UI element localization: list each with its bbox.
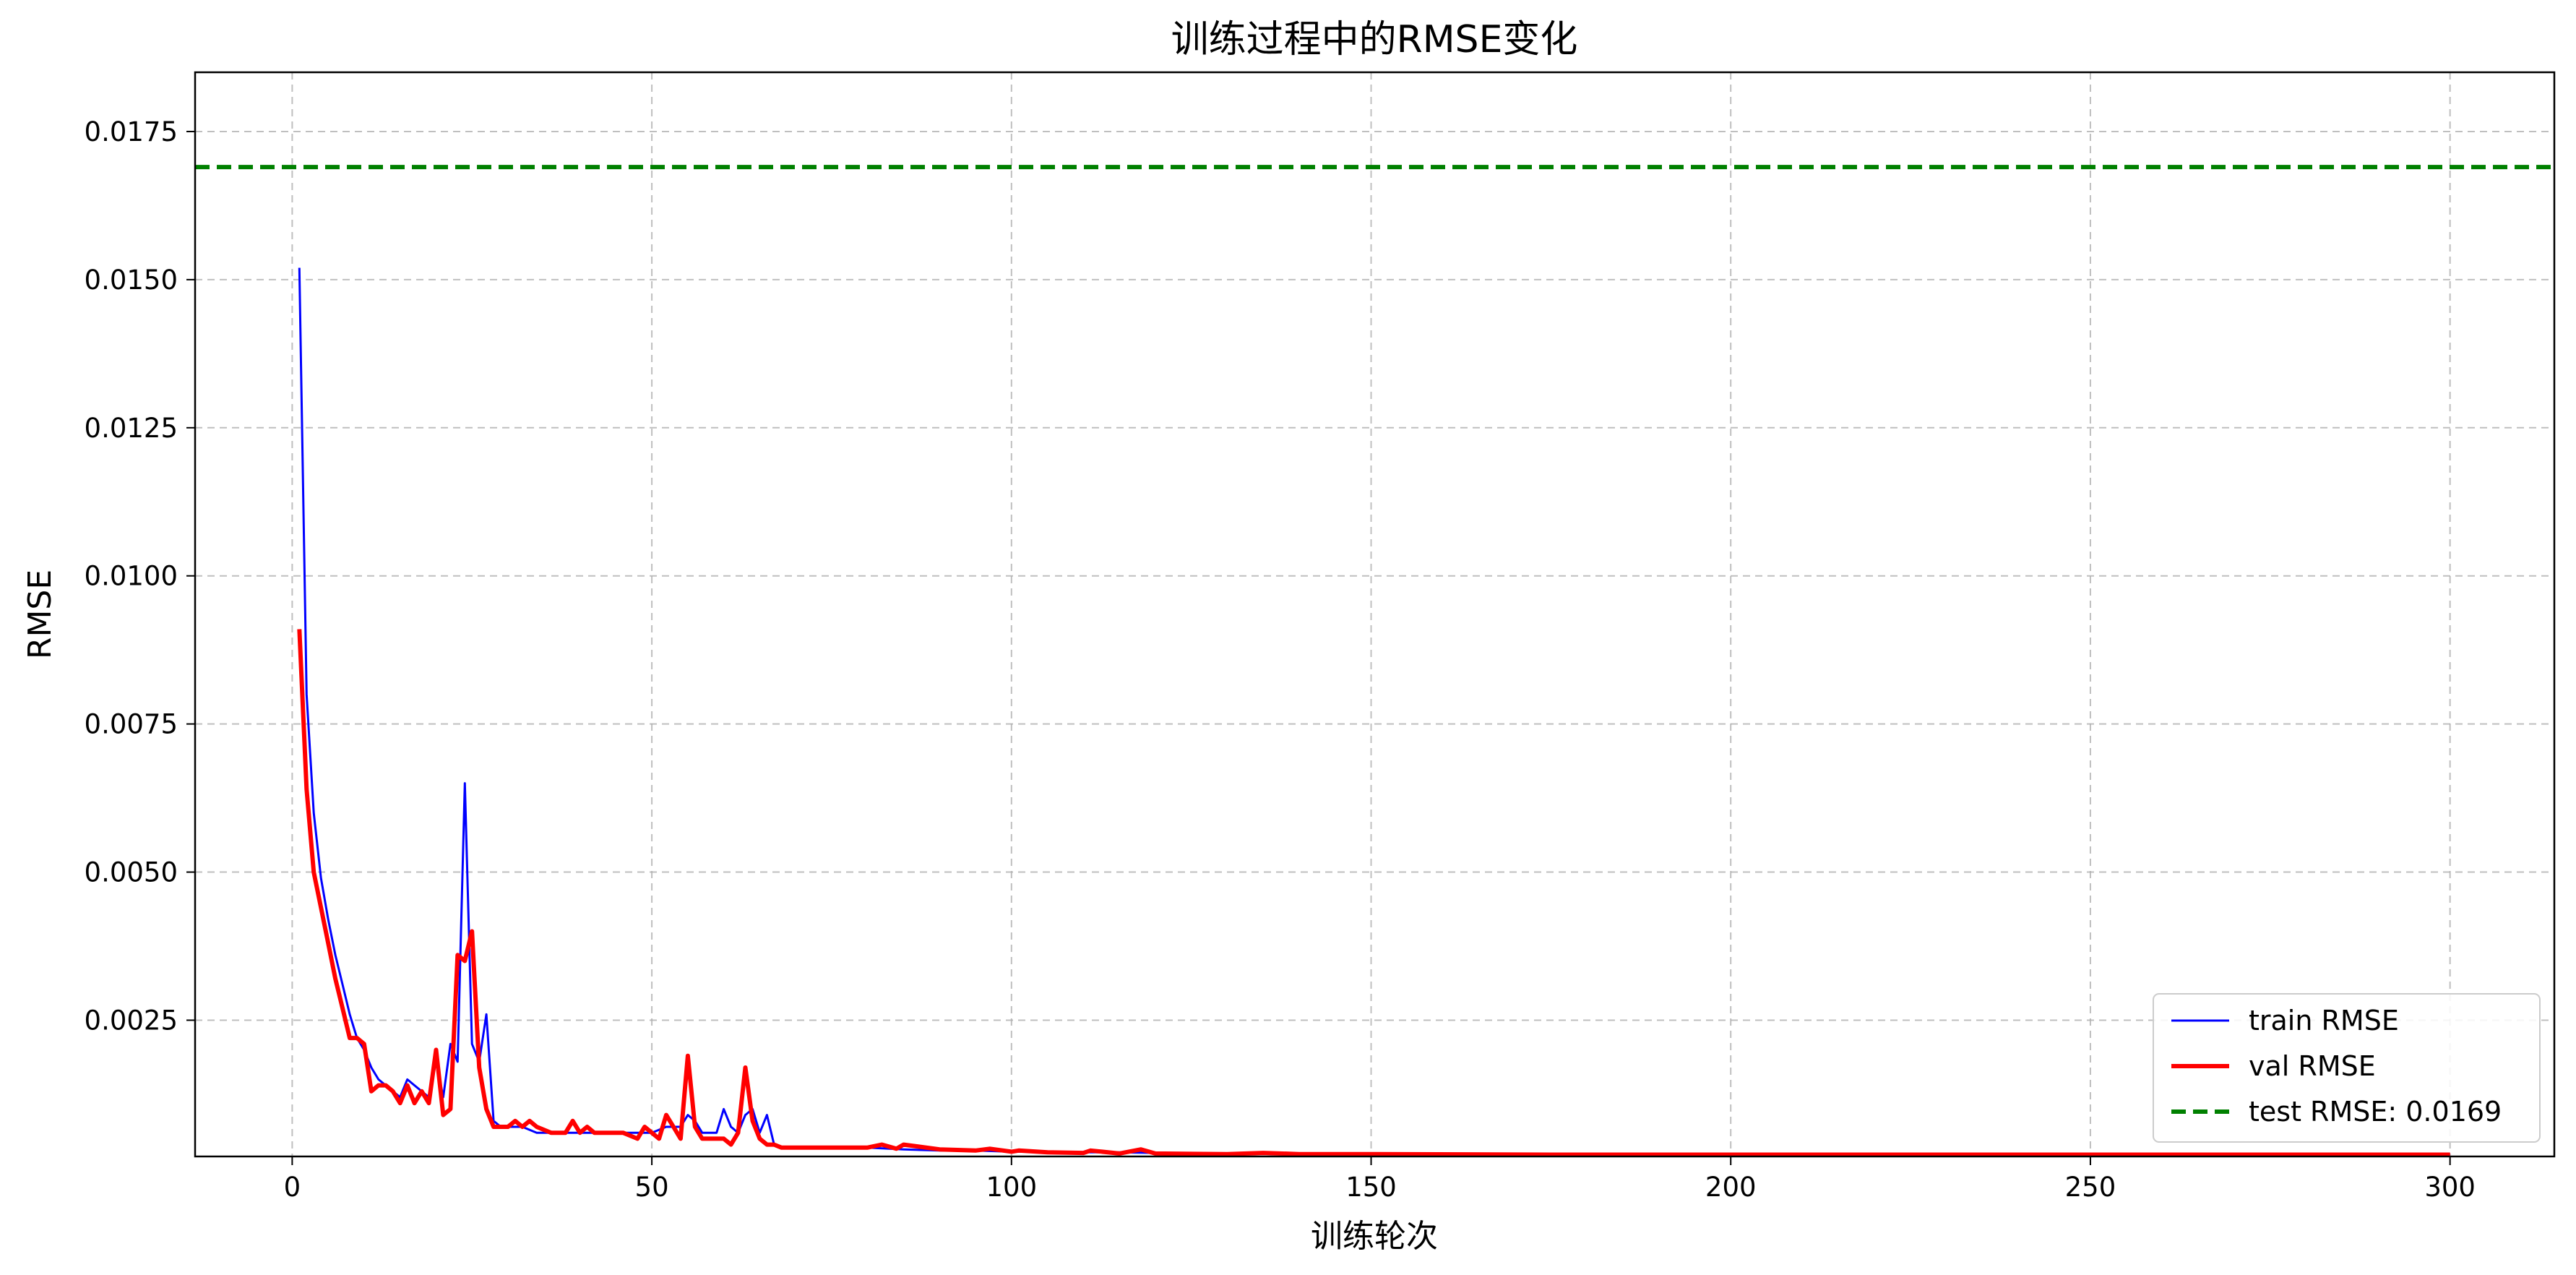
legend: train RMSE val RMSE test RMSE: 0.0169 [2153, 993, 2541, 1143]
y-tick-label: 0.0075 [85, 709, 178, 740]
x-tick-label: 250 [2065, 1172, 2116, 1203]
legend-label-val: val RMSE [2249, 1050, 2376, 1082]
legend-label-test: test RMSE: 0.0169 [2249, 1096, 2502, 1128]
plot-frame [194, 71, 2556, 1158]
y-tick-label: 0.0150 [85, 265, 178, 296]
x-tick-label: 50 [635, 1172, 669, 1203]
y-tick-label: 0.0050 [85, 857, 178, 888]
legend-label-train: train RMSE [2249, 1005, 2399, 1036]
y-tick-label: 0.0100 [85, 561, 178, 592]
x-tick-label: 200 [1705, 1172, 1757, 1203]
series-lines [195, 165, 2554, 1157]
y-axis-label: RMSE [22, 570, 59, 659]
legend-box [2153, 993, 2541, 1143]
x-tick-label: 0 [284, 1172, 301, 1203]
y-tick-label: 0.0175 [85, 116, 178, 147]
axis-ticks: 0 50 100 150 200 250 300 0.0025 0.0050 0.0075 0.01… [85, 116, 2476, 1203]
x-axis-label: 训练轮次 [1311, 1218, 1438, 1255]
x-tick-label: 100 [986, 1172, 1037, 1203]
grid-lines [195, 72, 2554, 1156]
x-tick-label: 150 [1345, 1172, 1397, 1203]
y-tick-label: 0.0125 [85, 413, 178, 444]
x-tick-label: 300 [2424, 1172, 2476, 1203]
y-tick-label: 0.0025 [85, 1005, 178, 1036]
chart-title: 训练过程中的RMSE变化 [1171, 18, 1578, 61]
val-rmse-line [297, 629, 2450, 1157]
